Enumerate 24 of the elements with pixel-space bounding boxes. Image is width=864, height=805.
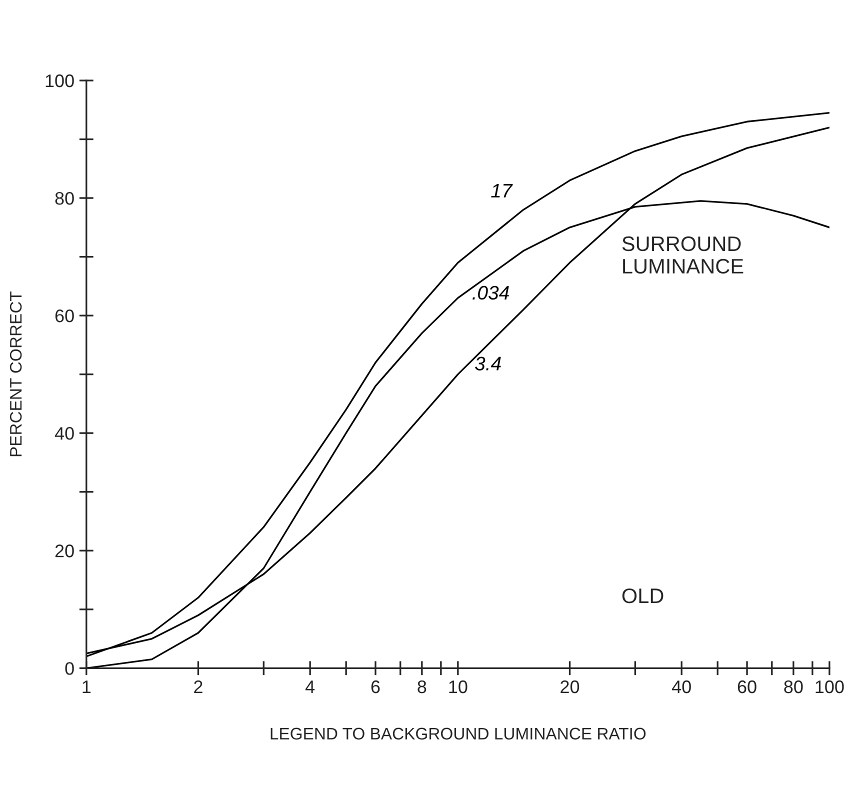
y-tick-label: 60 [55,309,74,322]
x-tick-label: 20 [560,680,580,694]
x-tick-label: 2 [194,680,202,694]
y-tick-label: 20 [55,544,74,558]
x-tick-label: 1 [82,680,91,694]
x-tick-label: 4 [305,680,315,694]
y-tick-label: 100 [46,74,74,88]
y-tick-label: 0 [65,662,74,675]
x-tick-label: 10 [449,680,468,694]
annotation: OLD [622,588,664,604]
y-tick-label: 80 [55,192,74,205]
series-label: 3.4 [475,356,501,370]
x-tick-label: 40 [672,680,691,694]
y-tick-label: 40 [54,427,74,440]
series-label: .034 [472,286,509,300]
x-tick-label: 8 [418,680,426,694]
x-tick-label: 100 [816,680,844,694]
annotation: SURROUND LUMINANCE [622,236,744,274]
series-label: 17 [491,184,513,198]
x-tick-label: 80 [784,680,803,694]
x-axis-title: LEGEND TO BACKGROUND LUMINANCE RATIO [270,728,646,740]
x-tick-label: 6 [371,680,380,694]
y-axis-title: PERCENT CORRECT [10,292,22,456]
x-tick-label: 60 [738,680,756,694]
